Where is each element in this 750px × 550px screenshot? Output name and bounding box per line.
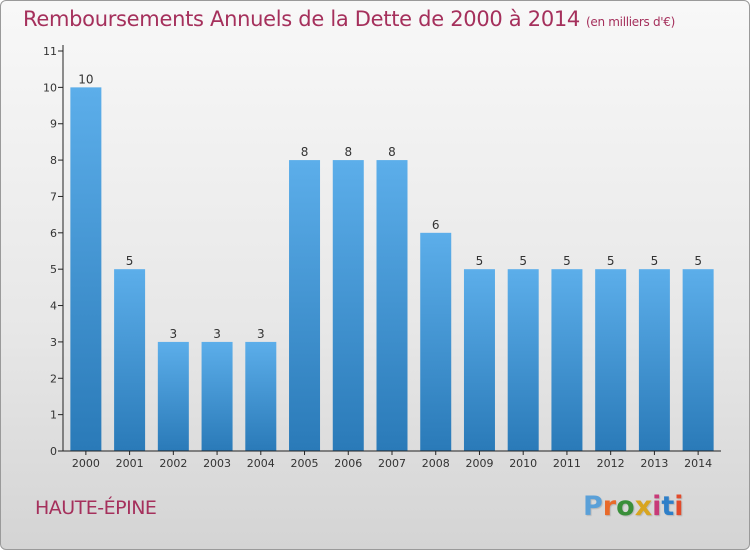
y-tick-label: 0	[50, 445, 57, 458]
data-label: 3	[213, 327, 221, 341]
y-tick-label: 10	[43, 81, 57, 94]
chart-subtitle: (en milliers d'€)	[586, 15, 676, 29]
bar-2009	[463, 269, 495, 451]
x-tick-label: 2010	[509, 457, 537, 470]
bar-2008	[420, 232, 452, 451]
data-label: 3	[257, 327, 265, 341]
x-tick-label: 2003	[203, 457, 231, 470]
bar-2006	[332, 160, 364, 451]
x-tick-label: 2009	[465, 457, 493, 470]
data-label: 8	[388, 145, 396, 159]
x-tick-label: 2000	[72, 457, 100, 470]
y-tick-label: 6	[50, 227, 57, 240]
data-label: 5	[476, 254, 484, 268]
y-tick-label: 11	[43, 45, 57, 58]
y-tick-label: 3	[50, 336, 57, 349]
bar-2007	[376, 160, 408, 451]
x-tick-label: 2006	[334, 457, 362, 470]
y-tick-label: 5	[50, 263, 57, 276]
x-tick-label: 2005	[291, 457, 319, 470]
data-label: 5	[563, 254, 571, 268]
bar-2010	[507, 269, 539, 451]
proxiti-logo: Proxiti	[583, 491, 684, 522]
y-tick-label: 2	[50, 372, 57, 385]
data-label: 8	[301, 145, 309, 159]
y-tick-label: 9	[50, 118, 57, 131]
axes-group: 0 1 2 3 4 5 6 7 8 9 10 11 2000 2001 2002 2003 2004 2005 20…	[43, 45, 721, 470]
y-tick-label: 1	[50, 409, 57, 422]
data-label: 5	[519, 254, 527, 268]
logo-letter: i	[652, 491, 662, 522]
logo-letter: r	[602, 491, 617, 522]
bar-2014	[682, 269, 714, 451]
y-tick-label: 4	[50, 300, 57, 313]
bar-2005	[289, 160, 321, 451]
data-label: 8	[344, 145, 352, 159]
bar-2000	[70, 87, 102, 451]
chart-title-text: Remboursements Annuels de la Dette de 20…	[23, 7, 580, 31]
data-label: 10	[78, 72, 93, 86]
bar-2011	[551, 269, 583, 451]
data-label: 3	[170, 327, 178, 341]
x-tick-label: 2011	[553, 457, 581, 470]
bar-2004	[245, 341, 277, 451]
x-tick-label: 2004	[247, 457, 275, 470]
logo-letter: x	[634, 491, 653, 522]
logo-letter: P	[583, 491, 603, 522]
y-tick-label: 7	[50, 190, 57, 203]
bar-2012	[595, 269, 627, 451]
logo-letter: i	[674, 491, 684, 522]
x-tick-label: 2001	[116, 457, 144, 470]
data-label: 5	[651, 254, 659, 268]
data-label: 5	[694, 254, 702, 268]
x-tick-label: 2008	[422, 457, 450, 470]
x-tick-label: 2012	[597, 457, 625, 470]
data-label: 5	[607, 254, 615, 268]
logo-letter: o	[616, 491, 635, 522]
x-tick-label: 2007	[378, 457, 406, 470]
x-tick-label: 2014	[684, 457, 712, 470]
bars-group: 10 5 3 3 3 8 8 8 6 5 5 5 5 5 5	[70, 72, 714, 451]
bar-2003	[201, 341, 233, 451]
logo-letter: t	[661, 491, 675, 522]
x-tick-label: 2013	[640, 457, 668, 470]
chart-title: Remboursements Annuels de la Dette de 20…	[23, 7, 675, 31]
bar-2013	[638, 269, 670, 451]
y-tick-label: 8	[50, 154, 57, 167]
data-label: 6	[432, 218, 440, 232]
bar-2002	[157, 341, 189, 451]
data-label: 5	[126, 254, 134, 268]
x-tick-label: 2002	[159, 457, 187, 470]
bar-2001	[114, 269, 146, 451]
commune-name: HAUTE-ÉPINE	[35, 497, 157, 519]
